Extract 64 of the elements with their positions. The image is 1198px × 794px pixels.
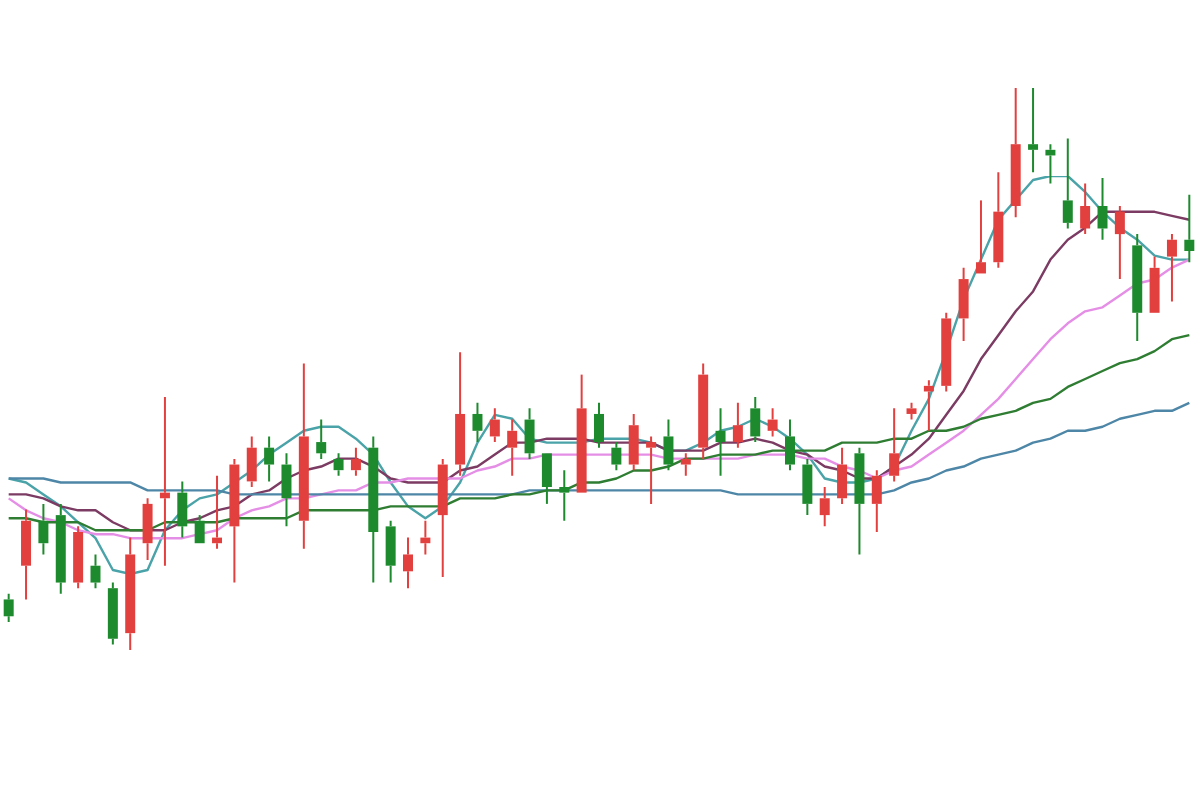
- candlestick: [750, 396, 761, 444]
- candlestick: [455, 351, 466, 477]
- candlestick: [3, 592, 14, 623]
- candlestick: [1010, 87, 1021, 219]
- candlestick: [541, 453, 552, 505]
- candlestick: [767, 407, 778, 438]
- candlestick: [646, 435, 657, 505]
- candlestick: [194, 514, 205, 544]
- candlestick: [472, 401, 483, 444]
- candlestick: [837, 446, 848, 505]
- candlestick: [1184, 193, 1195, 264]
- candlestick: [316, 418, 327, 460]
- candlestick: [90, 553, 101, 590]
- candlestick: [21, 508, 32, 601]
- candlestick: [524, 407, 535, 460]
- candlestick: [941, 311, 952, 393]
- candlestick: [819, 486, 830, 528]
- candlestick: [229, 457, 240, 584]
- candlestick: [1097, 176, 1108, 241]
- candlestick: [1080, 182, 1091, 236]
- candlestick: [611, 441, 622, 472]
- candlestick: [802, 457, 813, 517]
- candlestick: [507, 418, 518, 477]
- candlestick: [107, 581, 118, 646]
- candlestick: [889, 407, 900, 483]
- candlestick: [73, 525, 84, 590]
- candlestick: [350, 446, 361, 477]
- candlestick: [264, 435, 275, 483]
- candlestick: [663, 418, 674, 472]
- candlestick: [281, 452, 292, 528]
- candlestick: [437, 457, 448, 578]
- candlestick: [958, 266, 969, 342]
- candlestick: [784, 418, 795, 472]
- candlestick: [732, 401, 743, 449]
- candlestick: [975, 199, 986, 274]
- candlestick: [680, 452, 691, 477]
- candlestick: [333, 452, 344, 477]
- candlestick: [871, 469, 882, 533]
- candlestick: [993, 171, 1004, 269]
- candlestick: [385, 519, 396, 584]
- candlestick: [1149, 255, 1160, 313]
- candlestick: [698, 362, 709, 460]
- candlestick: [906, 401, 917, 421]
- candlestick: [854, 446, 865, 556]
- candlestick: [298, 362, 309, 550]
- candlestick: [142, 497, 153, 562]
- candlestick: [368, 435, 379, 584]
- candlestick: [628, 412, 639, 472]
- candlestick: [1028, 87, 1039, 174]
- candlestick: [177, 480, 188, 539]
- candlestick: [38, 502, 49, 556]
- candlestick: [594, 401, 604, 449]
- candlestick: [489, 407, 500, 444]
- candlestick: [1166, 233, 1177, 303]
- candlestick: [715, 407, 726, 477]
- candlestick: [1062, 137, 1073, 230]
- candlestick: [1132, 233, 1143, 342]
- candlestick: [55, 502, 66, 595]
- candlestick: [246, 435, 257, 489]
- candlestick: [559, 469, 570, 522]
- candlestick: [1114, 205, 1125, 281]
- candlestick: [576, 373, 587, 493]
- candlestick: [403, 536, 414, 590]
- candlestick: [125, 536, 136, 651]
